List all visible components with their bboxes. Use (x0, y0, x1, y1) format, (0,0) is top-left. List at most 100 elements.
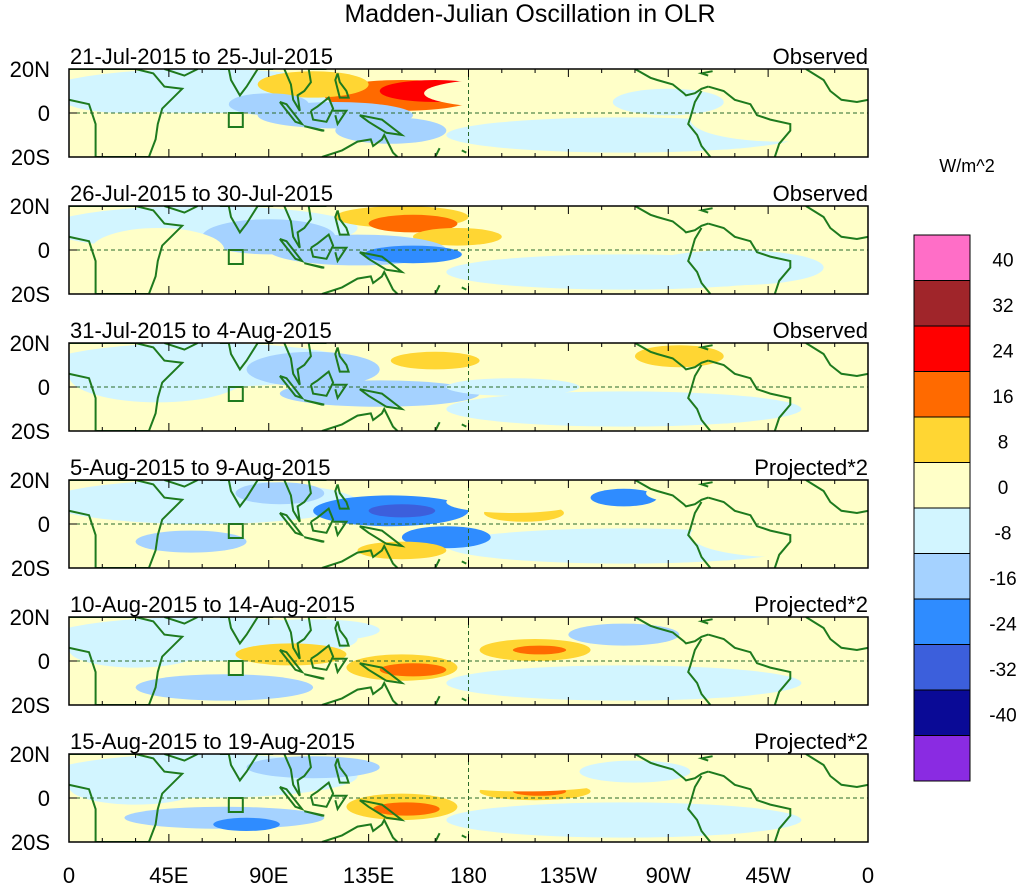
colorbar-tick-label: 24 (992, 342, 1014, 363)
panel-date-range: 5-Aug-2015 to 9-Aug-2015 (70, 455, 331, 480)
coastline (434, 695, 441, 705)
coastline (359, 251, 406, 274)
coastline (634, 617, 709, 645)
coastline (219, 206, 274, 235)
coastline (461, 697, 467, 702)
y-tick-label: 20S (11, 693, 50, 718)
index-box (227, 386, 244, 402)
coastline (321, 406, 399, 431)
anomaly-field (69, 343, 846, 427)
colorbar-swatch (913, 416, 971, 463)
coastline (461, 286, 467, 291)
y-tick-label: 0 (38, 786, 50, 811)
x-tick-label: 0 (63, 863, 75, 887)
panel-mode-label: Observed (773, 318, 868, 343)
colorbar-swatch (913, 371, 971, 418)
coastline (283, 206, 327, 249)
panel-date-range: 15-Aug-2015 to 19-Aug-2015 (70, 729, 355, 754)
coastline (279, 238, 305, 263)
anomaly-blob (235, 643, 347, 666)
x-axis: 0 45E 90E 135E 180 135W 90W 45W 0 (63, 863, 874, 887)
y-tick-label: 0 (38, 375, 50, 400)
coastline (334, 73, 350, 99)
anomaly-blob (357, 541, 447, 560)
colorbar-tick-label: 32 (992, 296, 1013, 317)
coastline (333, 383, 349, 401)
colorbar-swatch (913, 234, 971, 281)
anomaly-blob (390, 351, 480, 370)
anomaly-blob (246, 351, 380, 387)
coastline (333, 657, 349, 675)
anomaly-blob (446, 491, 580, 513)
units-label: W/m^2 (939, 156, 994, 176)
anomaly-blob (69, 349, 247, 403)
coastline (279, 649, 305, 674)
coastline (434, 284, 441, 294)
anomaly-field (69, 480, 868, 564)
coastline (434, 421, 441, 431)
anomaly-blob (91, 484, 225, 511)
coastline (321, 543, 399, 568)
anomaly-blob (246, 619, 380, 642)
coastline (461, 423, 467, 428)
coastline (309, 95, 335, 123)
anomaly-blob (228, 93, 309, 116)
coastline (333, 520, 349, 538)
coastline (697, 207, 713, 214)
coastlines (69, 754, 868, 842)
coastline (69, 343, 185, 431)
anomaly-blob (446, 802, 802, 838)
coastline (164, 206, 199, 214)
panel-date-range: 21-Jul-2015 to 25-Jul-2015 (70, 44, 333, 69)
panel-2: 20N 0 20S 26-Jul-2015 to 30-Jul-2015 Observe… (10, 181, 869, 307)
colorbar-tick-label: -16 (989, 569, 1016, 590)
colorbar-tick-label: 16 (992, 387, 1013, 408)
coastline (69, 617, 185, 705)
colorbar-swatch (913, 553, 971, 600)
coastline (69, 754, 185, 842)
panel-date-range: 26-Jul-2015 to 30-Jul-2015 (70, 181, 333, 206)
anomaly-blob (424, 77, 624, 109)
coastline (279, 101, 305, 126)
coastline (321, 817, 399, 842)
anomaly-blob (413, 228, 502, 246)
colorbar-tick-label: -32 (989, 660, 1016, 681)
x-tick-label: 45E (149, 863, 188, 887)
colorbar-swatch (913, 735, 971, 782)
coastline (69, 480, 185, 568)
coastline (359, 525, 406, 548)
coastline (634, 343, 709, 371)
coastline (634, 480, 709, 508)
colorbar-tick-label: -8 (995, 524, 1012, 545)
coastline (697, 481, 713, 488)
coastline (309, 506, 335, 534)
anomaly-blob (646, 250, 824, 286)
anomaly-blob (612, 88, 724, 116)
coastline (333, 109, 349, 127)
coastline (304, 125, 325, 132)
colorbar-tick-label: -24 (989, 615, 1017, 636)
coastline (164, 617, 199, 625)
anomaly-blob (246, 756, 380, 779)
coastline (687, 227, 712, 294)
panel-4: 20N 0 20S 5-Aug-2015 to 9-Aug-2015 Projected… (10, 455, 869, 581)
anomaly-blob (634, 345, 724, 368)
anomaly-field (69, 69, 868, 153)
coastline (283, 754, 327, 797)
coastline (164, 343, 199, 351)
colorbar-swatch (913, 689, 971, 736)
coastline (805, 617, 868, 652)
coastline (69, 69, 185, 157)
coastline (164, 754, 199, 762)
x-tick-label: 180 (450, 863, 487, 887)
x-tick-label: 90E (249, 863, 288, 887)
coastline (707, 496, 792, 568)
coastline (219, 69, 274, 98)
anomaly-blob (690, 513, 868, 557)
coastline (279, 786, 305, 811)
coastline (164, 480, 199, 488)
coastline (283, 343, 327, 386)
anomaly-blob (435, 769, 613, 792)
y-tick-label: 20S (11, 145, 50, 170)
x-tick-label: 0 (862, 863, 874, 887)
